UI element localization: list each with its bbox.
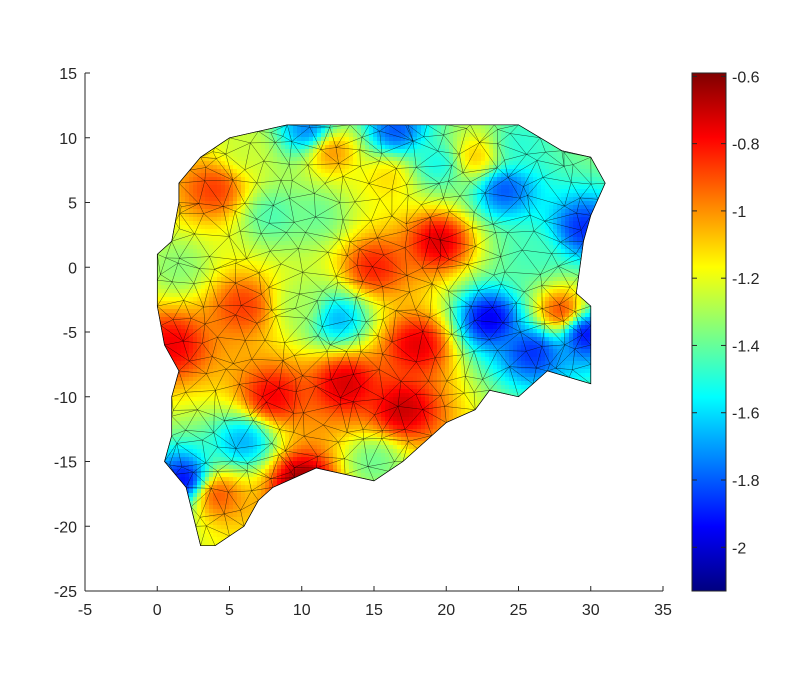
y-tick-label: 10	[59, 131, 77, 148]
y-tick-label: 15	[59, 66, 77, 83]
colorbar-tick-label: -1.2	[732, 271, 760, 288]
colorbar-tick-label: -1	[732, 204, 746, 221]
x-tick-label: 5	[225, 602, 234, 619]
y-tick-label: 0	[68, 260, 77, 277]
x-tick-label: 0	[153, 602, 162, 619]
colorbar-tick-label: -1.4	[732, 338, 760, 355]
colorbar-tick-label: -0.8	[732, 137, 760, 154]
y-tick-label: 5	[68, 196, 77, 213]
y-tick-label: -20	[54, 519, 77, 536]
y-tick-label: -15	[54, 455, 77, 472]
x-tick-label: 25	[510, 602, 528, 619]
y-tick-label: -25	[54, 584, 77, 601]
x-tick-label: 30	[582, 602, 600, 619]
colorbar-tick-label: -2	[732, 540, 746, 557]
x-tick-label: -5	[78, 602, 92, 619]
colorbar-tick-label: -1.6	[732, 406, 760, 423]
y-tick-label: -5	[63, 325, 77, 342]
x-tick-label: 10	[293, 602, 311, 619]
y-tick-label: -10	[54, 390, 77, 407]
x-tick-label: 20	[437, 602, 455, 619]
x-tick-label: 15	[365, 602, 383, 619]
colorbar-tick-label: -0.6	[732, 69, 760, 86]
x-tick-label: 35	[654, 602, 672, 619]
colorbar-gradient	[692, 73, 726, 591]
colorbar-tick-label: -1.8	[732, 473, 760, 490]
